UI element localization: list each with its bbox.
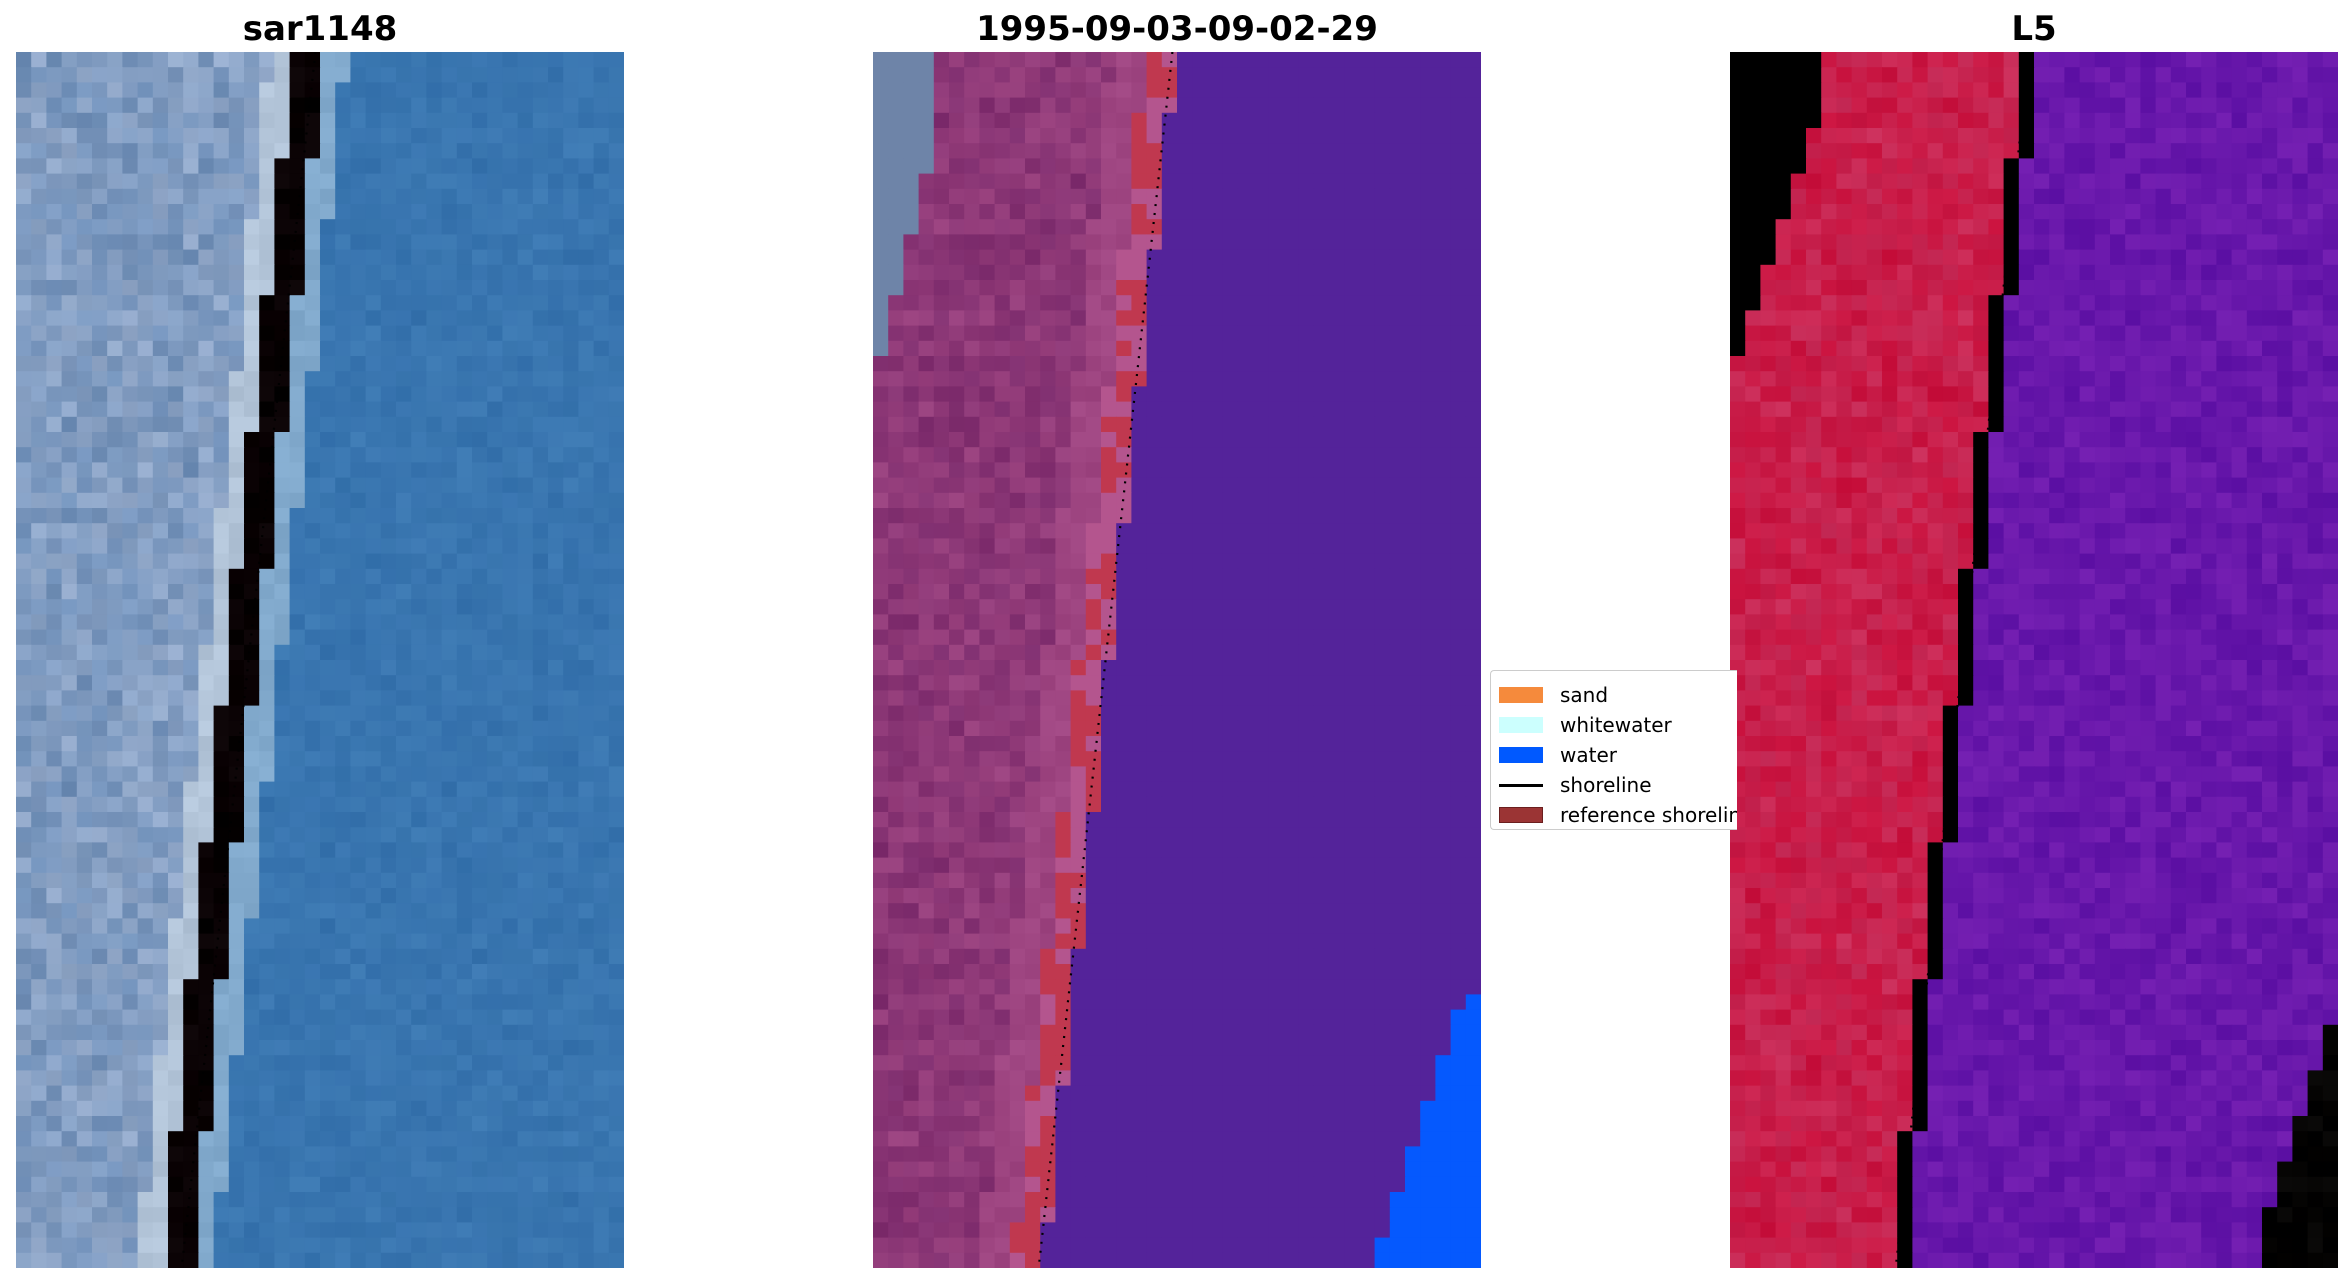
whitewater-swatch xyxy=(1499,717,1543,733)
legend-item-sand: sand xyxy=(1499,681,1608,709)
classified-image-panel xyxy=(873,52,1481,1268)
reference-shoreline-swatch xyxy=(1499,807,1543,823)
index-image-panel xyxy=(1730,52,2338,1268)
legend-label-water: water xyxy=(1560,743,1617,767)
panel-title-sar: sar1148 xyxy=(242,9,398,49)
water-index-image xyxy=(1730,52,2338,1268)
legend-item-whitewater: whitewater xyxy=(1499,711,1672,739)
panel-title-l5: L5 xyxy=(2011,9,2057,49)
legend-item-water: water xyxy=(1499,741,1617,769)
legend: sand whitewater water shoreline referenc… xyxy=(1490,670,1737,830)
legend-label-reference-shoreline: reference shoreline xyxy=(1560,803,1737,827)
legend-label-whitewater: whitewater xyxy=(1560,713,1672,737)
legend-label-sand: sand xyxy=(1560,683,1609,707)
legend-label-shoreline: shoreline xyxy=(1560,773,1652,797)
shoreline-line-sample xyxy=(1499,783,1543,787)
sand-swatch xyxy=(1499,687,1543,703)
rgb-satellite-image xyxy=(16,52,624,1268)
water-swatch xyxy=(1499,747,1543,763)
legend-item-shoreline: shoreline xyxy=(1499,771,1652,799)
panel-title-date: 1995-09-03-09-02-29 xyxy=(976,9,1378,49)
classified-image xyxy=(873,52,1481,1268)
legend-item-reference-shoreline: reference shoreline xyxy=(1499,801,1737,829)
rgb-image-panel xyxy=(16,52,624,1268)
